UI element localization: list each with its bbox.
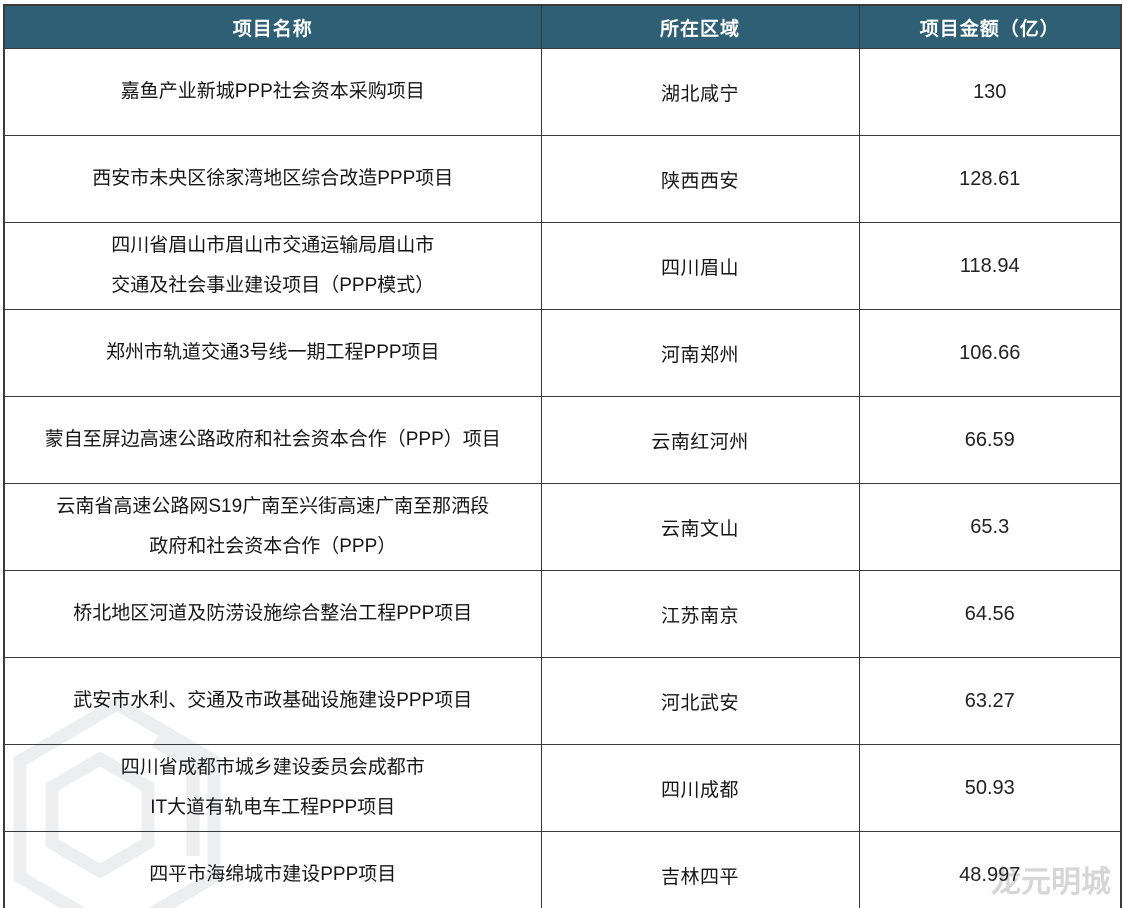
region-cell: 四川成都 <box>540 744 860 832</box>
project-name-line: 郑州市轨道交通3号线一期工程PPP项目 <box>105 342 440 363</box>
project-name-cell: 西安市未央区徐家湾地区综合改造PPP项目 <box>3 135 542 223</box>
region-cell: 云南红河州 <box>540 396 860 484</box>
project-name-line: IT大道有轨电车工程PPP项目 <box>150 797 396 818</box>
table-row: 桥北地区河道及防涝设施综合整治工程PPP项目 江苏南京 64.56 <box>3 570 1122 658</box>
project-name-line: 西安市未央区徐家湾地区综合改造PPP项目 <box>92 168 454 189</box>
project-name-line: 云南省高速公路网S19广南至兴街高速广南至那洒段 <box>56 496 490 517</box>
table-row: 郑州市轨道交通3号线一期工程PPP项目 河南郑州 106.66 <box>3 309 1122 397</box>
amount-cell: 50.93 <box>858 744 1122 832</box>
amount-cell: 64.56 <box>858 570 1122 658</box>
project-name-line: 四平市海绵城市建设PPP项目 <box>149 864 397 885</box>
region-cell: 四川眉山 <box>540 222 860 310</box>
region-cell: 吉林四平 <box>540 831 860 908</box>
project-name-line: 四川省眉山市眉山市交通运输局眉山市 <box>111 235 435 256</box>
header-row: 项目名称 所在区域 项目金额（亿） <box>3 4 1122 49</box>
table-row: 四平市海绵城市建设PPP项目 吉林四平 48.997 <box>3 831 1122 908</box>
table-row: 西安市未央区徐家湾地区综合改造PPP项目 陕西西安 128.61 <box>3 135 1122 223</box>
project-name-cell: 郑州市轨道交通3号线一期工程PPP项目 <box>3 309 542 397</box>
header-region: 所在区域 <box>540 4 860 49</box>
project-name-cell: 四川省眉山市眉山市交通运输局眉山市 交通及社会事业建设项目（PPP模式） <box>3 222 542 310</box>
amount-cell: 106.66 <box>858 309 1122 397</box>
project-name-cell: 四平市海绵城市建设PPP项目 <box>3 831 542 908</box>
amount-cell: 130 <box>858 48 1122 136</box>
project-name-line: 交通及社会事业建设项目（PPP模式） <box>111 275 435 296</box>
table-wrap: 项目名称 所在区域 项目金额（亿） 嘉鱼产业新城PPP社会资本采购项目 湖北咸宁… <box>3 4 1122 908</box>
table-row: 武安市水利、交通及市政基础设施建设PPP项目 河北武安 63.27 <box>3 657 1122 745</box>
table-row: 云南省高速公路网S19广南至兴街高速广南至那洒段 政府和社会资本合作（PPP） 云… <box>3 483 1122 571</box>
amount-cell: 63.27 <box>858 657 1122 745</box>
amount-cell: 48.997 <box>858 831 1122 908</box>
table-body: 嘉鱼产业新城PPP社会资本采购项目 湖北咸宁 130 西安市未央区徐家湾地区综合… <box>3 48 1122 908</box>
table-row: 蒙自至屏边高速公路政府和社会资本合作（PPP）项目 云南红河州 66.59 <box>3 396 1122 484</box>
project-name-cell: 四川省成都市城乡建设委员会成都市 IT大道有轨电车工程PPP项目 <box>3 744 542 832</box>
region-cell: 湖北咸宁 <box>540 48 860 136</box>
amount-cell: 128.61 <box>858 135 1122 223</box>
project-name-cell: 蒙自至屏边高速公路政府和社会资本合作（PPP）项目 <box>3 396 542 484</box>
project-name-cell: 云南省高速公路网S19广南至兴街高速广南至那洒段 政府和社会资本合作（PPP） <box>3 483 542 571</box>
project-name-cell: 桥北地区河道及防涝设施综合整治工程PPP项目 <box>3 570 542 658</box>
region-cell: 河北武安 <box>540 657 860 745</box>
region-cell: 河南郑州 <box>540 309 860 397</box>
region-cell: 云南文山 <box>540 483 860 571</box>
table-row: 嘉鱼产业新城PPP社会资本采购项目 湖北咸宁 130 <box>3 48 1122 136</box>
amount-cell: 118.94 <box>858 222 1122 310</box>
region-cell: 江苏南京 <box>540 570 860 658</box>
header-amount: 项目金额（亿） <box>858 4 1122 49</box>
header-project-name: 项目名称 <box>3 4 542 49</box>
project-name-line: 武安市水利、交通及市政基础设施建设PPP项目 <box>73 690 473 711</box>
project-name-line: 桥北地区河道及防涝设施综合整治工程PPP项目 <box>73 603 473 624</box>
project-name-line: 政府和社会资本合作（PPP） <box>149 536 397 557</box>
region-cell: 陕西西安 <box>540 135 860 223</box>
amount-cell: 66.59 <box>858 396 1122 484</box>
table-row: 四川省成都市城乡建设委员会成都市 IT大道有轨电车工程PPP项目 四川成都 50.… <box>3 744 1122 832</box>
project-name-line: 四川省成都市城乡建设委员会成都市 <box>120 757 425 778</box>
project-name-cell: 嘉鱼产业新城PPP社会资本采购项目 <box>3 48 542 136</box>
amount-cell: 65.3 <box>858 483 1122 571</box>
project-name-line: 蒙自至屏边高速公路政府和社会资本合作（PPP）项目 <box>44 429 501 450</box>
table-header: 项目名称 所在区域 项目金额（亿） <box>3 4 1122 49</box>
project-name-line: 嘉鱼产业新城PPP社会资本采购项目 <box>120 81 425 102</box>
ppp-projects-table: 项目名称 所在区域 项目金额（亿） 嘉鱼产业新城PPP社会资本采购项目 湖北咸宁… <box>3 4 1122 908</box>
project-name-cell: 武安市水利、交通及市政基础设施建设PPP项目 <box>3 657 542 745</box>
table-row: 四川省眉山市眉山市交通运输局眉山市 交通及社会事业建设项目（PPP模式） 四川眉山… <box>3 222 1122 310</box>
